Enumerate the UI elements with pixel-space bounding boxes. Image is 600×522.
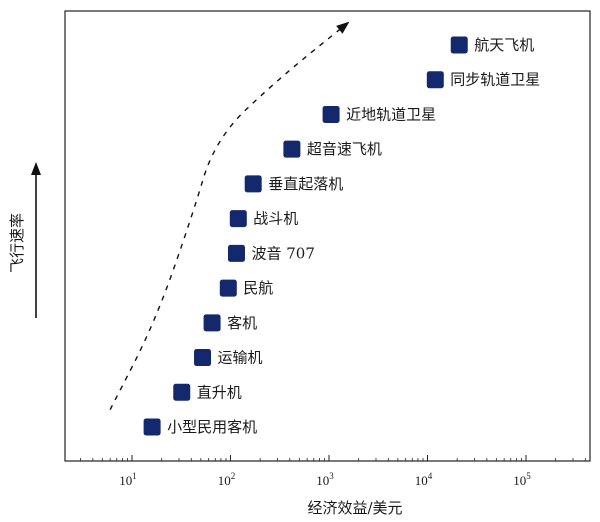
x-tick-label: 105 — [513, 471, 531, 488]
data-point-label: 运输机 — [218, 349, 263, 367]
x-tick-label: 102 — [218, 471, 236, 488]
data-point-label: 垂直起落机 — [268, 175, 343, 193]
data-point-label: 直升机 — [197, 383, 242, 401]
trend-arrowhead — [336, 21, 350, 34]
data-point-label: 超音速飞机 — [307, 140, 382, 158]
x-axis-title: 经济效益/美元 — [307, 499, 402, 517]
data-point-label: 同步轨道卫星 — [450, 71, 540, 89]
x-tick-label: 103 — [316, 471, 334, 488]
data-point-marker — [450, 36, 468, 54]
data-point-label: 客机 — [227, 314, 257, 332]
data-point-label: 近地轨道卫星 — [346, 105, 436, 123]
data-point-marker — [227, 244, 245, 262]
data-point-marker — [143, 418, 161, 436]
x-axis-ticks: 101 102 103 104 105 — [80, 455, 586, 488]
data-point-marker — [283, 140, 301, 158]
data-point-label: 战斗机 — [253, 210, 298, 228]
data-point-marker — [219, 279, 237, 297]
data-point-marker — [244, 175, 262, 193]
x-tick-label: 101 — [119, 471, 137, 488]
data-point-marker — [322, 105, 340, 123]
y-axis-title: 飞行速率 — [8, 213, 26, 273]
data-point-marker — [173, 383, 191, 401]
data-point-marker — [426, 71, 444, 89]
data-point-label: 波音 707 — [251, 244, 314, 262]
x-tick-label: 104 — [415, 471, 433, 488]
data-point-label: 小型民用客机 — [167, 418, 257, 436]
data-point-marker — [203, 314, 221, 332]
data-point-label: 民航 — [243, 279, 273, 297]
data-point-marker — [229, 210, 247, 228]
y-axis-arrow — [31, 162, 41, 318]
plot-frame — [64, 10, 591, 462]
data-point-marker — [194, 349, 212, 367]
data-point-label: 航天飞机 — [474, 36, 534, 54]
trend-curve — [109, 21, 350, 410]
